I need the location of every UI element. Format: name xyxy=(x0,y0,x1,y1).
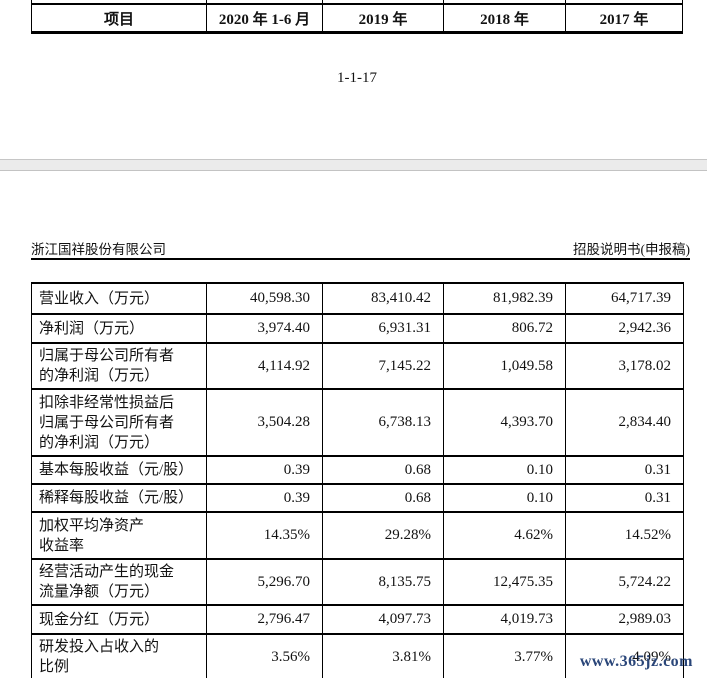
table-header-row: 项目 2020 年 1-6 月 2019 年 2018 年 2017 年 xyxy=(31,3,683,34)
row-label: 基本每股收益（元/股） xyxy=(31,455,207,485)
table-grid-stub xyxy=(322,0,323,4)
row-value: 40,598.30 xyxy=(206,282,323,315)
row-value: 1,049.58 xyxy=(443,342,566,390)
row-label: 研发投入占收入的 比例 xyxy=(31,633,207,678)
table-row: 净利润（万元） 3,974.40 6,931.31 806.72 2,942.36 xyxy=(31,313,684,344)
site-watermark: www.365jz.com xyxy=(579,653,693,670)
row-value: 7,145.22 xyxy=(322,342,444,390)
row-value: 4,019.73 xyxy=(443,604,566,635)
table-grid-stub xyxy=(682,0,683,4)
row-value: 3,974.40 xyxy=(206,313,323,344)
table-row: 研发投入占收入的 比例 3.56% 3.81% 3.77% 4.09% xyxy=(31,633,684,678)
row-value: 3,504.28 xyxy=(206,388,323,457)
row-value: 64,717.39 xyxy=(565,282,684,315)
running-header: 浙江国祥股份有限公司 招股说明书(申报稿) xyxy=(31,238,690,258)
row-value: 12,475.35 xyxy=(443,558,566,606)
row-value: 0.39 xyxy=(206,455,323,485)
row-value: 0.39 xyxy=(206,483,323,513)
row-value: 81,982.39 xyxy=(443,282,566,315)
row-value: 4.62% xyxy=(443,511,566,560)
row-value: 3.77% xyxy=(443,633,566,678)
row-value: 0.10 xyxy=(443,455,566,485)
table-header-2020h1: 2020 年 1-6 月 xyxy=(207,5,323,31)
table-row: 现金分红（万元） 2,796.47 4,097.73 4,019.73 2,989.03 xyxy=(31,604,684,635)
row-value: 4.09% xyxy=(565,633,684,678)
table-row: 加权平均净资产 收益率 14.35% 29.28% 4.62% 14.52% xyxy=(31,511,684,560)
financial-table-wrap: 营业收入（万元） 40,598.30 83,410.42 81,982.39 64,71… xyxy=(31,282,684,678)
table-header-item: 项目 xyxy=(32,5,207,31)
row-value: 4,097.73 xyxy=(322,604,444,635)
row-value: 14.35% xyxy=(206,511,323,560)
row-value: 5,724.22 xyxy=(565,558,684,606)
table-row: 稀释每股收益（元/股） 0.39 0.68 0.10 0.31 xyxy=(31,483,684,513)
row-label: 加权平均净资产 收益率 xyxy=(31,511,207,560)
row-label: 归属于母公司所有者 的净利润（万元） xyxy=(31,342,207,390)
row-value: 0.68 xyxy=(322,483,444,513)
doc-title: 招股说明书(申报稿) xyxy=(573,242,690,257)
row-label: 净利润（万元） xyxy=(31,313,207,344)
row-label: 营业收入（万元） xyxy=(31,282,207,315)
row-value: 8,135.75 xyxy=(322,558,444,606)
table-header-2017: 2017 年 xyxy=(599,11,649,28)
company-name: 浙江国祥股份有限公司 xyxy=(31,242,166,257)
row-value: 4,114.92 xyxy=(206,342,323,390)
header-rule xyxy=(31,258,690,260)
row-value: 2,942.36 xyxy=(565,313,684,344)
financial-table: 营业收入（万元） 40,598.30 83,410.42 81,982.39 64,71… xyxy=(31,282,684,678)
table-header-2018: 2018 年 xyxy=(444,5,566,31)
page-break-separator xyxy=(0,159,707,171)
row-value: 0.31 xyxy=(565,483,684,513)
table-row: 经营活动产生的现金 流量净额（万元） 5,296.70 8,135.75 12,475… xyxy=(31,558,684,606)
table-grid-stub xyxy=(565,0,566,4)
table-row: 归属于母公司所有者 的净利润（万元） 4,114.92 7,145.22 1,049.… xyxy=(31,342,684,390)
row-value: 0.68 xyxy=(322,455,444,485)
row-value: 0.10 xyxy=(443,483,566,513)
table-grid-stub xyxy=(31,0,32,4)
row-value: 4,393.70 xyxy=(443,388,566,457)
row-value: 5,296.70 xyxy=(206,558,323,606)
row-label: 稀释每股收益（元/股） xyxy=(31,483,207,513)
table-row: 基本每股收益（元/股） 0.39 0.68 0.10 0.31 xyxy=(31,455,684,485)
table-row: 扣除非经常性损益后 归属于母公司所有者 的净利润（万元） 3,504.28 6,73… xyxy=(31,388,684,457)
row-value: 29.28% xyxy=(322,511,444,560)
row-label: 经营活动产生的现金 流量净额（万元） xyxy=(31,558,207,606)
row-value: 2,834.40 xyxy=(565,388,684,457)
row-label: 扣除非经常性损益后 归属于母公司所有者 的净利润（万元） xyxy=(31,388,207,457)
row-value: 3.81% xyxy=(322,633,444,678)
table-grid-stub xyxy=(206,0,207,4)
row-value: 83,410.42 xyxy=(322,282,444,315)
row-value: 6,738.13 xyxy=(322,388,444,457)
row-value: 14.52% xyxy=(565,511,684,560)
row-value: 0.31 xyxy=(565,455,684,485)
row-value: 6,931.31 xyxy=(322,313,444,344)
row-value: 2,989.03 xyxy=(565,604,684,635)
table-header-2019: 2019 年 xyxy=(323,5,444,31)
row-value: 3,178.02 xyxy=(565,342,684,390)
table-row: 营业收入（万元） 40,598.30 83,410.42 81,982.39 64,71… xyxy=(31,282,684,315)
page-number: 1-1-17 xyxy=(337,70,377,86)
row-value: 3.56% xyxy=(206,633,323,678)
row-label: 现金分红（万元） xyxy=(31,604,207,635)
table-grid-stub xyxy=(443,0,444,4)
row-value: 806.72 xyxy=(443,313,566,344)
row-value: 2,796.47 xyxy=(206,604,323,635)
